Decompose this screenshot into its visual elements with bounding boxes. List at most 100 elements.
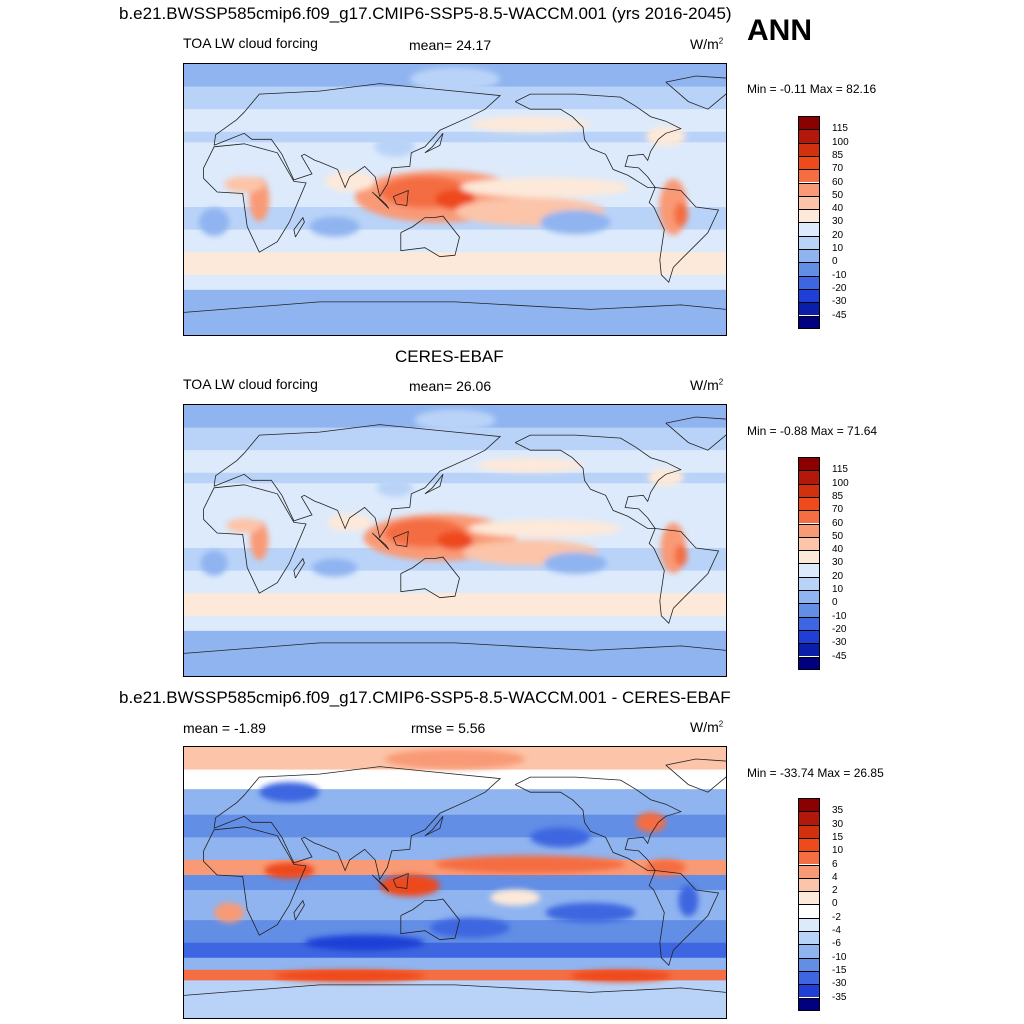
map-svg	[184, 747, 726, 1018]
colorbar-tick-label: 85	[832, 490, 844, 502]
panel-diff-rmse-label: rmse = 5.56	[411, 720, 486, 736]
colorbar-tick-label: 35	[832, 805, 844, 817]
field-band	[184, 274, 726, 291]
panel-model-mean-label: mean= 24.17	[409, 37, 492, 53]
field-band	[184, 131, 726, 143]
colorbar-swatch	[798, 195, 820, 210]
field-band	[184, 942, 726, 959]
field-feature	[214, 902, 245, 923]
field-feature	[327, 513, 373, 532]
field-feature	[274, 969, 425, 982]
colorbar-swatch	[798, 616, 820, 630]
colorbar-swatch	[798, 984, 820, 998]
coastline	[203, 826, 307, 936]
coastline	[424, 474, 444, 495]
field-band	[184, 769, 726, 790]
colorbar-tick-label: -20	[832, 623, 847, 635]
colorbar-tick-label: -4	[832, 925, 841, 936]
field-feature	[199, 208, 230, 237]
colorbar-tick-label: 4	[832, 871, 838, 883]
field-band	[184, 814, 726, 838]
field-band	[184, 450, 726, 474]
field-feature	[379, 874, 440, 897]
coastline	[515, 93, 682, 188]
colorbar-tick-label: 30	[832, 818, 844, 830]
colorbar-swatch	[798, 550, 820, 564]
colorbar-swatch	[798, 603, 820, 617]
colorbar-frame	[798, 116, 820, 329]
field-band	[184, 289, 726, 335]
field-feature	[468, 519, 622, 538]
colorbar-swatch	[798, 536, 820, 551]
colorbar-tick-label: 6	[832, 858, 838, 870]
coastline	[515, 776, 682, 871]
colorbar-tick-label: 100	[832, 136, 849, 148]
panel-obs-heading: CERES-EBAF	[395, 347, 504, 366]
colorbar-tick-label: 30	[832, 216, 844, 228]
panel-obs-mean-label: mean= 26.06	[409, 378, 492, 394]
coastline	[371, 191, 390, 209]
coastline	[392, 530, 409, 547]
colorbar-tick-label: 60	[832, 176, 844, 188]
field-band	[184, 570, 726, 594]
field-band	[184, 630, 726, 676]
colorbar-swatch	[798, 643, 820, 657]
coastline	[400, 898, 460, 941]
field-feature	[674, 544, 688, 567]
colorbar-swatch	[798, 209, 820, 223]
colorbar-swatch	[798, 970, 820, 985]
colorbar-swatch	[798, 288, 820, 303]
colorbar-tick-label: 40	[832, 203, 844, 215]
coastline	[392, 872, 409, 889]
coastline	[424, 816, 444, 837]
coastline	[213, 83, 502, 198]
field-band	[184, 229, 726, 253]
colorbar-swatch	[798, 864, 820, 878]
colorbar-swatch	[798, 824, 820, 838]
field-band	[184, 109, 726, 133]
field-feature	[304, 934, 425, 951]
field-feature	[376, 478, 413, 497]
field-feature	[324, 171, 375, 192]
field-feature	[385, 749, 525, 770]
colorbar-swatch	[798, 931, 820, 945]
colorbar-tick-label: -2	[832, 911, 841, 923]
colorbar-tick-label: -45	[832, 309, 847, 321]
colorbar-swatch	[798, 483, 820, 497]
coastline	[392, 189, 409, 206]
colorbar-swatch	[798, 877, 820, 892]
field-feature	[543, 552, 607, 574]
colorbar-tick-label: 10	[832, 584, 844, 595]
field-feature	[460, 177, 631, 198]
field-feature	[673, 202, 688, 227]
coastline	[665, 758, 726, 793]
colorbar-swatch	[798, 457, 820, 471]
colorbar-swatch	[798, 798, 820, 812]
colorbar-tick-label: -10	[832, 610, 847, 622]
field-band	[184, 472, 726, 484]
field-feature	[264, 862, 315, 879]
field-feature	[635, 812, 666, 833]
colorbar-swatch	[798, 563, 820, 577]
colorbar-tick-label: -30	[832, 978, 847, 990]
coastline	[371, 874, 390, 892]
colorbar-tick-label: 115	[832, 123, 848, 135]
colorbar-swatch	[798, 523, 820, 537]
coastline	[424, 133, 444, 154]
field-band	[184, 874, 726, 891]
field-feature	[226, 518, 263, 533]
colorbar-tick-label: -10	[832, 269, 847, 281]
panel-obs-units: W/m2	[690, 377, 724, 393]
colorbar-swatch	[798, 275, 820, 289]
panel-obs-map	[183, 404, 727, 677]
field-feature	[259, 782, 320, 803]
field-feature	[224, 176, 265, 193]
coastline	[665, 416, 726, 451]
colorbar-tick-label: 20	[832, 570, 844, 582]
field-feature	[530, 827, 591, 848]
colorbar-swatch	[798, 917, 820, 931]
colorbar-frame	[798, 457, 820, 670]
field-feature	[435, 189, 475, 210]
colorbar-swatch	[798, 656, 820, 670]
panel-diff-heading: b.e21.BWSSP585cmip6.f09_g17.CMIP6-SSP5-8…	[119, 688, 731, 707]
